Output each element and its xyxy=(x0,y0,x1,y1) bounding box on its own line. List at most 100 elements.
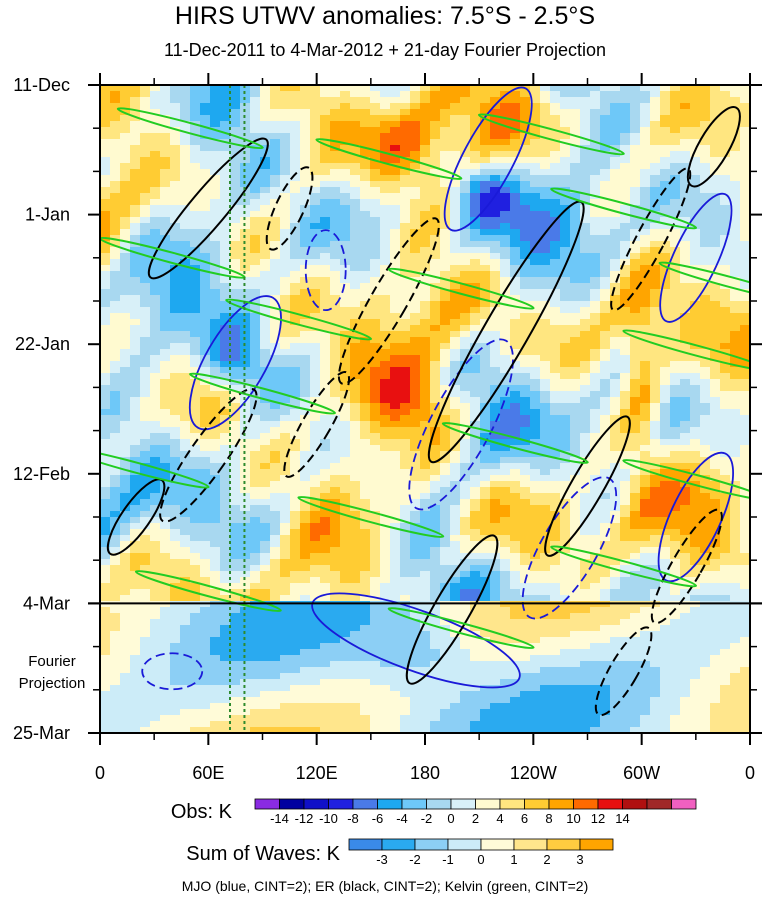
x-tick-label: 120W xyxy=(510,763,557,783)
obs-colorbar-swatch xyxy=(671,798,697,810)
x-tick-label: 180 xyxy=(410,763,440,783)
waves-colorbar-label: 2 xyxy=(543,852,550,867)
kelvin-contour xyxy=(225,298,373,341)
chart-subtitle: 11-Dec-2011 to 4-Mar-2012 + 21-day Fouri… xyxy=(163,40,607,60)
obs-colorbar-swatch xyxy=(548,798,574,810)
er-contour xyxy=(159,387,258,523)
mjo-contour xyxy=(304,229,347,312)
obs-colorbar-swatch xyxy=(646,798,672,810)
waves-colorbar-swatch xyxy=(579,838,614,851)
y-tick-label: 25-Mar xyxy=(13,723,70,743)
waves-colorbar-swatch xyxy=(381,838,416,851)
obs-colorbar-swatch xyxy=(328,798,354,810)
kelvin-contour xyxy=(387,607,535,650)
er-contour xyxy=(610,167,692,312)
obs-colorbar-label: 0 xyxy=(447,811,454,826)
mjo-contour xyxy=(443,86,533,232)
mjo-contour xyxy=(659,192,733,323)
obs-colorbar-swatch xyxy=(597,798,623,810)
kelvin-contour xyxy=(297,495,445,539)
obs-colorbar-swatch xyxy=(401,798,427,810)
obs-colorbar-swatch xyxy=(499,798,525,810)
obs-colorbar-label: -4 xyxy=(396,811,408,826)
kelvin-contour xyxy=(550,545,698,588)
obs-colorbar-label: -2 xyxy=(421,811,433,826)
mjo-contour xyxy=(141,652,204,691)
obs-colorbar-swatch xyxy=(377,798,403,810)
y-tick-label: 22-Jan xyxy=(15,334,70,354)
kelvin-contour xyxy=(622,329,750,372)
kelvin-contour xyxy=(477,113,625,156)
obs-colorbar-label: 2 xyxy=(472,811,479,826)
waves-colorbar-swatch xyxy=(480,838,515,851)
mjo-contour xyxy=(188,295,282,431)
er-contour xyxy=(594,626,653,717)
waves-colorbar-swatch xyxy=(447,838,482,851)
projection-label-line1: Fourier xyxy=(28,653,76,670)
x-tick-label: 120E xyxy=(296,763,338,783)
obs-colorbar-label: -12 xyxy=(295,811,314,826)
kelvin-contour xyxy=(658,261,750,304)
obs-colorbar-swatch xyxy=(426,798,452,810)
obs-colorbar-label: -10 xyxy=(319,811,338,826)
kelvin-contour xyxy=(189,372,336,415)
obs-colorbar-swatch xyxy=(352,798,378,810)
waves-colorbar-label: -2 xyxy=(409,852,421,867)
kelvin-contour xyxy=(622,458,750,501)
obs-colorbar-label: -8 xyxy=(347,811,359,826)
waves-colorbar-swatch xyxy=(546,838,581,851)
er-contour xyxy=(265,166,314,251)
obs-colorbar-label: 10 xyxy=(566,811,580,826)
obs-colorbar-label: 14 xyxy=(615,811,629,826)
y-tick-label: 1-Jan xyxy=(25,205,70,225)
x-tick-label: 60E xyxy=(192,763,224,783)
y-tick-label: 12-Feb xyxy=(13,464,70,484)
obs-colorbar-label: -6 xyxy=(372,811,384,826)
kelvin-contour xyxy=(387,267,535,310)
er-contour xyxy=(686,106,741,188)
mjo-contour xyxy=(408,338,514,511)
x-tick-label: 60W xyxy=(623,763,660,783)
obs-colorbar-label: 12 xyxy=(591,811,605,826)
kelvin-contour xyxy=(315,138,463,181)
kelvin-contour xyxy=(441,421,589,464)
contour-legend-note: MJO (blue, CINT=2); ER (black, CINT=2); … xyxy=(181,878,589,894)
kelvin-contour xyxy=(100,446,210,489)
obs-colorbar-swatch xyxy=(279,798,305,810)
waves-colorbar-title: Sum of Waves: K xyxy=(186,843,340,865)
obs-colorbar-swatch xyxy=(450,798,476,810)
x-tick-label: 0 xyxy=(745,763,755,783)
obs-colorbar-label: -14 xyxy=(270,811,289,826)
waves-colorbar-swatch xyxy=(348,838,383,851)
er-contour xyxy=(405,534,499,685)
chart-title: HIRS UTWV anomalies: 7.5°S - 2.5°S xyxy=(174,2,596,30)
er-contour xyxy=(337,217,440,385)
obs-colorbar-swatch xyxy=(303,798,329,810)
y-tick-label: 11-Dec xyxy=(13,75,70,95)
kelvin-contour xyxy=(116,107,264,150)
obs-colorbar-label: 6 xyxy=(521,811,528,826)
kelvin-contour xyxy=(134,570,282,613)
er-contour xyxy=(650,508,723,625)
waves-colorbar-label: 0 xyxy=(477,852,484,867)
x-tick-label: 0 xyxy=(95,763,105,783)
obs-colorbar-swatch xyxy=(475,798,501,810)
waves-colorbar-swatch xyxy=(513,838,548,851)
obs-colorbar-title: Obs: K xyxy=(171,801,233,823)
obs-colorbar-swatch xyxy=(622,798,648,810)
y-tick-label: 4-Mar xyxy=(23,593,70,613)
waves-colorbar-swatch xyxy=(414,838,449,851)
projection-label-line2: Projection xyxy=(19,675,86,692)
mjo-contour xyxy=(657,451,734,583)
kelvin-contour xyxy=(550,187,698,230)
obs-colorbar-label: 8 xyxy=(545,811,552,826)
obs-colorbar-swatch xyxy=(254,798,280,810)
er-contour xyxy=(544,415,631,557)
obs-colorbar-swatch xyxy=(524,798,550,810)
waves-colorbar-label: -1 xyxy=(442,852,454,867)
waves-colorbar-label: 1 xyxy=(510,852,517,867)
er-contour xyxy=(283,370,351,478)
waves-colorbar-label: 3 xyxy=(576,852,583,867)
waves-colorbar-label: -3 xyxy=(376,852,388,867)
